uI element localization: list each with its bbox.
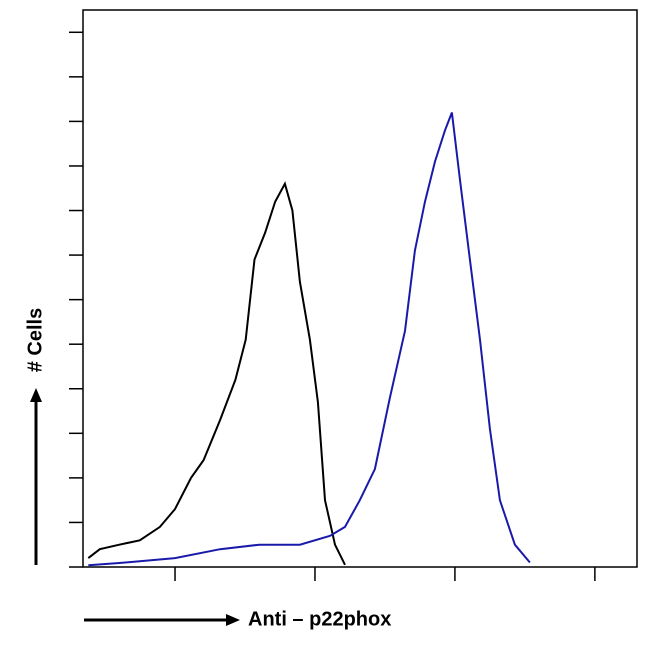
x-arrow-head	[226, 614, 240, 626]
plot-frame	[82, 9, 638, 568]
x-axis-label: Anti – p22phox	[248, 608, 391, 630]
y-arrow-head	[30, 388, 42, 402]
y-axis-label: # Cells	[24, 308, 46, 372]
histogram-line	[88, 112, 531, 567]
histogram-line	[87, 181, 346, 566]
